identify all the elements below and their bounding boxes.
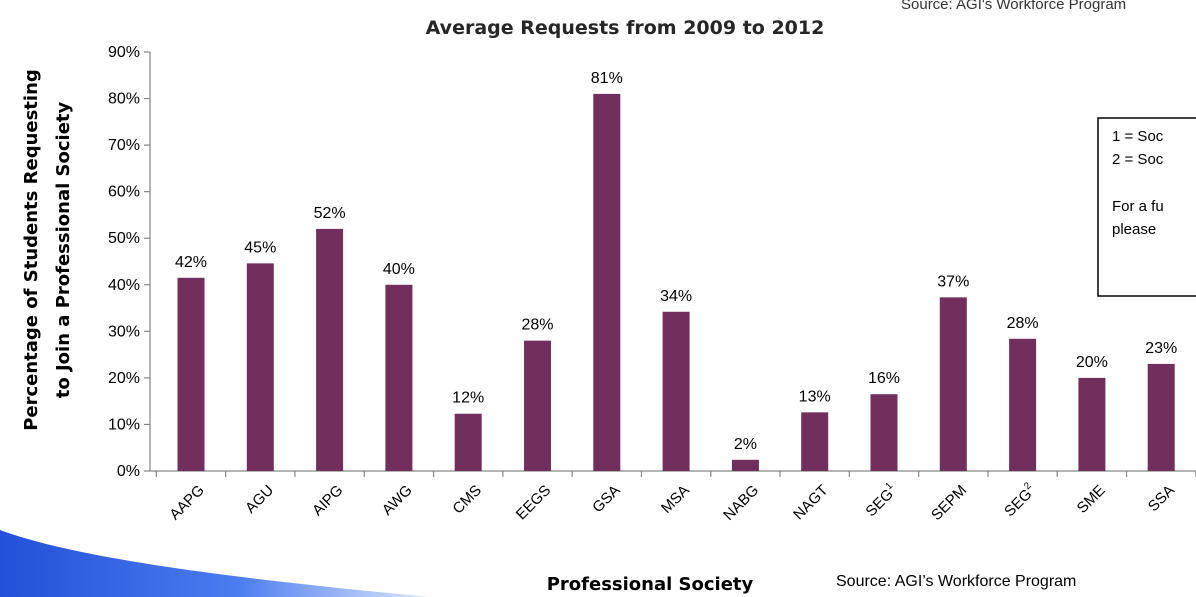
data-label: 28% (1007, 315, 1039, 332)
y-tick-label: 50% (108, 230, 140, 247)
data-label: 34% (660, 288, 692, 305)
category-label: NABG (720, 482, 762, 524)
category-label: AWG (379, 482, 416, 519)
category-label: GSA (589, 482, 623, 516)
data-label: 45% (244, 239, 276, 256)
bar-eegs (524, 340, 551, 471)
note-line-4: For a fu (1112, 198, 1164, 215)
bar-aipg (316, 228, 344, 471)
note-box-frame (1097, 117, 1196, 297)
category-label: AGU (242, 482, 277, 517)
data-labels-group: 42% 45% 52% 40% 12% 28% 81% 34% 2% 13% 16% 37% 28% 20… (175, 70, 1177, 453)
y-axis-ticks: 0% 10% 20% 30% 40% 50% 60% 70% 80% 90% (108, 44, 150, 480)
category-label: CMS (449, 482, 485, 518)
chart-title: Average Requests from 2009 to 2012 (426, 17, 825, 39)
bar-seg1 (870, 394, 898, 471)
source-bottom-text: Source: AGI’s Workforce Program (836, 573, 1076, 590)
bar-sepm (939, 297, 967, 471)
data-label: 16% (868, 370, 900, 387)
x-axis-label: Professional Society (547, 574, 754, 595)
y-tick-label: 40% (108, 277, 140, 294)
y-tick-label: 20% (108, 370, 140, 387)
y-tick-label: 30% (108, 323, 140, 340)
data-label: 23% (1145, 340, 1177, 357)
y-tick-label: 0% (117, 463, 140, 480)
category-label: NAGT (790, 482, 831, 523)
bar-ssa (1147, 363, 1175, 471)
data-label: 20% (1076, 354, 1108, 371)
note-line-2: 2 = Soc (1112, 151, 1164, 168)
bar-awg (385, 284, 413, 471)
y-axis-label-line-2: to Join a Professional Society (53, 101, 74, 398)
category-label: SEG2 (1000, 480, 1040, 520)
data-label: 2% (734, 436, 757, 453)
category-label: EEGS (513, 482, 554, 523)
y-tick-label: 10% (108, 416, 140, 433)
source-top-text: Source: AGI's Workforce Program (901, 0, 1126, 13)
y-tick-label: 70% (108, 137, 140, 154)
category-label: SEG1 (861, 480, 901, 520)
y-axis-label: Percentage of Students Requesting to Joi… (21, 69, 74, 431)
data-label: 28% (521, 317, 553, 334)
y-axis-label-line-1: Percentage of Students Requesting (21, 69, 42, 431)
data-label: 52% (314, 205, 346, 222)
data-label: 81% (591, 70, 623, 87)
note-line-1: 1 = Soc (1112, 128, 1164, 145)
category-label: MSA (658, 482, 693, 517)
bars-group (177, 93, 1175, 472)
bar-msa (662, 311, 690, 471)
data-label: 12% (452, 390, 484, 407)
data-label: 37% (937, 273, 969, 290)
data-label: 40% (383, 261, 415, 278)
note-line-5: please (1112, 221, 1156, 238)
category-labels-group: AAPG AGU AIPG AWG CMS EEGS GSA MSA NABG NAGT SEG1 S… (166, 480, 1178, 524)
bar-agu (246, 263, 274, 471)
bar-gsa (593, 93, 621, 472)
category-label: AAPG (166, 482, 207, 523)
bar-nabg (731, 459, 759, 471)
y-tick-label: 80% (108, 91, 140, 108)
bar-seg2 (1009, 338, 1037, 471)
decorative-swoosh (0, 530, 430, 597)
x-axis-ticks (155, 471, 1196, 477)
category-label: AIPG (309, 482, 346, 519)
y-tick-label: 90% (108, 44, 140, 61)
y-tick-label: 60% (108, 184, 140, 201)
bar-cms (454, 413, 482, 471)
category-label: SEPM (928, 482, 970, 524)
data-label: 42% (175, 254, 207, 271)
note-box: 1 = Soc 2 = Soc For a fu please (1097, 117, 1196, 297)
bar-aapg (177, 277, 205, 471)
bar-nagt (801, 412, 829, 471)
data-label: 13% (799, 388, 831, 405)
category-label: SME (1074, 482, 1109, 517)
bar-sme (1078, 377, 1106, 471)
category-label: SSA (1145, 482, 1178, 515)
